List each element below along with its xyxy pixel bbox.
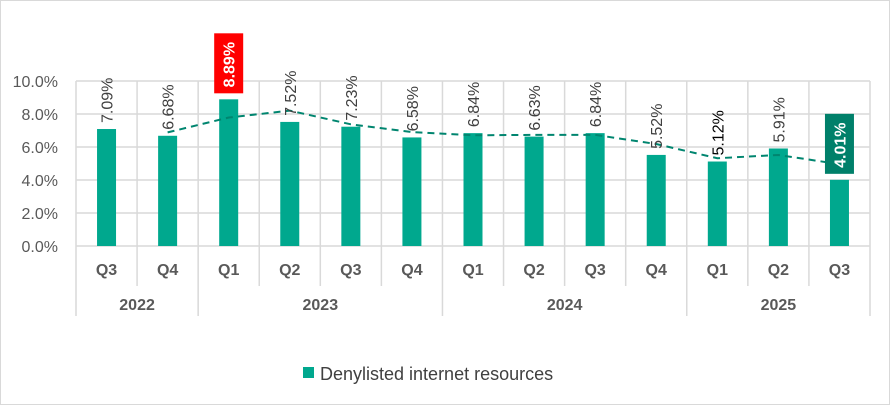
bar — [280, 121, 300, 246]
bar — [646, 154, 666, 246]
data-label: 5.91% — [771, 97, 788, 142]
data-label: 4.01% — [832, 122, 849, 167]
bar — [585, 133, 605, 246]
bar — [341, 126, 361, 246]
y-tick-label: 10.0% — [13, 74, 58, 91]
category-label: Q4 — [157, 262, 178, 279]
category-label: Q3 — [829, 262, 850, 279]
category-label: Q1 — [218, 262, 239, 279]
legend-swatch — [303, 367, 314, 378]
year-label: 2025 — [761, 297, 797, 314]
bar — [219, 99, 239, 246]
trendline — [167, 109, 840, 166]
category-label: Q3 — [96, 262, 117, 279]
data-label: 6.84% — [466, 82, 483, 127]
highlight-label-box — [824, 113, 854, 174]
bar — [97, 129, 117, 246]
data-label: 7.52% — [283, 71, 300, 116]
data-label: 5.52% — [649, 104, 666, 149]
bar — [707, 161, 727, 246]
y-tick-label: 2.0% — [22, 206, 58, 223]
category-label: Q1 — [707, 262, 728, 279]
data-label: 7.23% — [344, 75, 361, 120]
year-label: 2024 — [547, 297, 583, 314]
category-label: Q3 — [584, 262, 605, 279]
bar — [524, 136, 544, 246]
data-label: 6.58% — [405, 86, 422, 131]
bar — [402, 137, 422, 246]
category-label: Q2 — [279, 262, 300, 279]
bar — [158, 135, 178, 246]
y-tick-label: 8.0% — [22, 107, 58, 124]
bar — [463, 133, 483, 246]
data-label: 7.09% — [100, 78, 117, 123]
bar — [768, 148, 788, 246]
year-label: 2022 — [119, 297, 155, 314]
data-label: 6.84% — [588, 82, 605, 127]
category-label: Q2 — [768, 262, 789, 279]
data-label: 6.63% — [527, 85, 544, 130]
legend-label: Denylisted internet resources — [320, 364, 553, 384]
category-label: Q3 — [340, 262, 361, 279]
data-label: 8.89% — [222, 42, 239, 87]
bar — [829, 179, 849, 246]
y-tick-label: 0.0% — [22, 239, 58, 256]
category-label: Q2 — [523, 262, 544, 279]
year-label: 2023 — [303, 297, 339, 314]
highlight-label-box — [214, 33, 244, 94]
data-label: 5.12% — [710, 110, 727, 155]
category-label: Q1 — [462, 262, 483, 279]
y-tick-label: 4.0% — [22, 173, 58, 190]
data-label: 6.68% — [161, 84, 178, 129]
y-tick-label: 6.0% — [22, 140, 58, 157]
category-label: Q4 — [646, 262, 667, 279]
category-label: Q4 — [401, 262, 422, 279]
